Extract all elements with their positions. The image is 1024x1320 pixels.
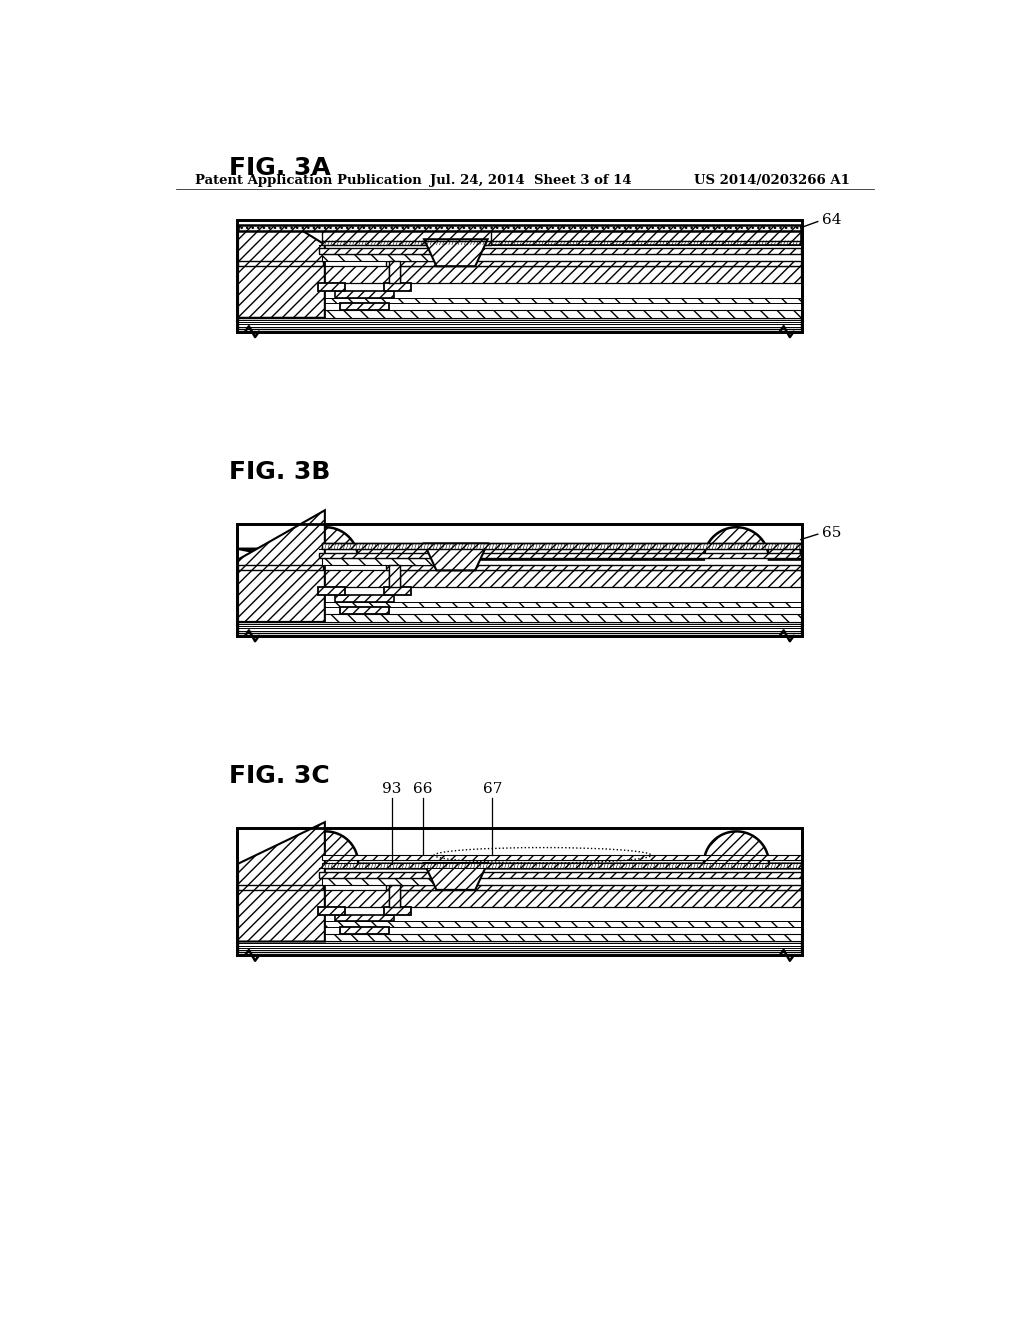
Bar xyxy=(238,224,801,231)
Bar xyxy=(319,553,801,558)
Text: 65: 65 xyxy=(821,525,841,540)
Bar xyxy=(237,524,802,636)
Bar xyxy=(238,933,801,941)
Text: 93: 93 xyxy=(382,781,401,796)
Bar xyxy=(389,570,400,587)
Bar xyxy=(238,614,801,622)
Polygon shape xyxy=(238,527,801,560)
Bar xyxy=(237,829,802,956)
Bar xyxy=(238,941,801,952)
Text: 64: 64 xyxy=(821,213,841,227)
Text: FIG. 3B: FIG. 3B xyxy=(228,461,330,484)
Bar xyxy=(340,607,389,614)
Bar xyxy=(319,248,801,253)
Bar xyxy=(322,544,801,549)
Bar xyxy=(340,927,389,933)
Bar xyxy=(322,863,801,869)
Bar xyxy=(238,261,324,267)
Text: FIG. 3C: FIG. 3C xyxy=(228,764,330,788)
Bar xyxy=(322,230,490,244)
Text: US 2014/0203266 A1: US 2014/0203266 A1 xyxy=(693,174,850,187)
Text: Jul. 24, 2014  Sheet 3 of 14: Jul. 24, 2014 Sheet 3 of 14 xyxy=(430,174,632,187)
Bar xyxy=(335,290,394,298)
Polygon shape xyxy=(238,230,325,318)
Bar xyxy=(238,298,801,304)
Bar xyxy=(322,558,435,565)
Polygon shape xyxy=(424,239,487,267)
Bar xyxy=(386,565,801,570)
Bar xyxy=(389,267,400,284)
Text: FIG. 3A: FIG. 3A xyxy=(228,156,331,180)
Polygon shape xyxy=(424,544,487,570)
Bar xyxy=(317,907,345,915)
Bar xyxy=(335,595,394,602)
Text: 66: 66 xyxy=(413,781,432,796)
Bar xyxy=(238,921,801,927)
Bar xyxy=(322,878,435,884)
Bar xyxy=(386,884,801,890)
Bar xyxy=(238,570,801,587)
Bar xyxy=(317,284,345,290)
Bar xyxy=(317,587,345,595)
Bar xyxy=(384,284,411,290)
Bar xyxy=(490,230,801,244)
Bar xyxy=(389,890,400,907)
Bar xyxy=(335,915,394,921)
Bar xyxy=(389,565,400,587)
Polygon shape xyxy=(238,822,325,941)
Bar xyxy=(238,884,324,890)
Bar xyxy=(389,884,400,907)
Bar xyxy=(238,310,801,318)
Polygon shape xyxy=(424,863,487,890)
Polygon shape xyxy=(238,511,325,622)
Bar xyxy=(238,224,801,231)
Bar xyxy=(238,267,801,284)
Bar xyxy=(237,220,802,331)
Bar xyxy=(237,524,802,636)
Bar xyxy=(384,907,411,915)
Bar xyxy=(238,565,324,570)
Bar xyxy=(237,220,802,331)
Bar xyxy=(389,261,400,284)
Bar xyxy=(238,318,801,329)
Bar xyxy=(386,261,801,267)
Text: Patent Application Publication: Patent Application Publication xyxy=(196,174,422,187)
Bar xyxy=(237,829,802,956)
Bar xyxy=(238,602,801,607)
Bar xyxy=(238,622,801,632)
Polygon shape xyxy=(238,832,801,869)
Bar xyxy=(319,873,801,878)
Bar xyxy=(238,890,801,907)
Bar xyxy=(384,587,411,595)
Bar xyxy=(340,304,389,310)
Bar xyxy=(322,855,801,859)
Bar xyxy=(322,253,435,261)
Text: 67: 67 xyxy=(482,781,502,796)
